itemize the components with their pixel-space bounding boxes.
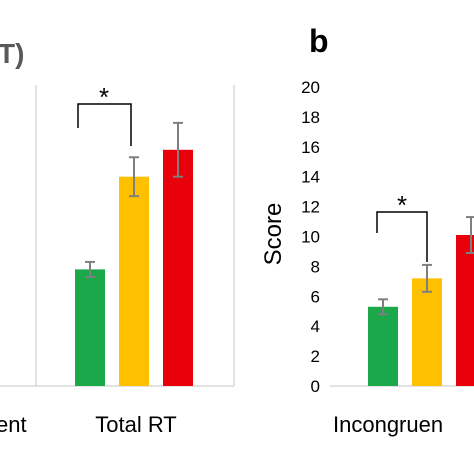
panel-a-error-bar-0 <box>85 260 95 278</box>
panel-a-significance-bracket <box>77 103 132 146</box>
panel-b-y-tick-9: 18 <box>301 108 320 127</box>
panel-b-y-ticks: 0 2 4 6 8 10 12 14 16 18 20 <box>301 78 320 396</box>
panel-b-bar-2 <box>456 235 474 386</box>
panel-b-bar-0 <box>368 306 398 386</box>
panel-b-y-tick-2: 4 <box>311 317 320 336</box>
panel-b-y-tick-7: 14 <box>301 168 320 187</box>
panel-a-title-fragment: T) <box>0 38 24 69</box>
panel-b-label: b <box>309 23 329 59</box>
panel-b-error-bar-1 <box>422 263 432 293</box>
panel-a-significance-star: * <box>99 82 109 112</box>
panel-a-category-label-0: ent <box>0 412 27 437</box>
panel-b-significance-star: * <box>397 190 407 220</box>
panel-b-y-axis-label: Score <box>260 203 287 266</box>
panel-b: b Score 0 2 4 6 8 10 12 14 16 18 20 Incongruen * <box>260 23 474 437</box>
panel-b-y-tick-0: 0 <box>311 377 320 396</box>
panel-b-y-tick-3: 6 <box>311 287 320 306</box>
panel-a-bars <box>75 121 193 386</box>
panel-b-y-tick-1: 2 <box>311 347 320 366</box>
panel-b-y-tick-4: 8 <box>311 257 320 276</box>
panel-b-bar-1 <box>412 278 442 386</box>
panel-b-error-bar-2 <box>466 216 474 254</box>
panel-b-y-tick-8: 16 <box>301 138 320 157</box>
panel-a: T) ent Total RT * <box>0 38 235 437</box>
panel-b-error-bar-0 <box>378 298 388 316</box>
panel-b-y-tick-5: 10 <box>301 228 320 247</box>
panel-a-bar-1 <box>119 176 149 386</box>
panel-a-category-label-1: Total RT <box>95 412 177 437</box>
panel-a-error-bar-2 <box>173 121 183 178</box>
panel-b-bars <box>368 216 474 386</box>
panel-b-significance-bracket <box>376 211 428 262</box>
panel-b-y-tick-10: 20 <box>301 78 320 97</box>
panel-a-bar-0 <box>75 269 105 386</box>
panel-a-error-bar-1 <box>129 156 139 198</box>
panel-a-bar-2 <box>163 149 193 386</box>
panel-b-y-tick-6: 12 <box>301 198 320 217</box>
panel-b-category-label-0: Incongruen <box>333 412 443 437</box>
